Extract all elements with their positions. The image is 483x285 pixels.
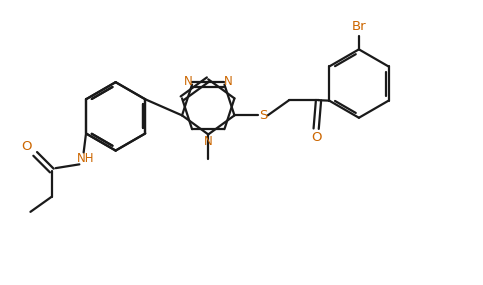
Text: N: N: [184, 75, 193, 88]
Text: N: N: [204, 135, 213, 148]
Text: N: N: [224, 75, 233, 88]
Text: NH: NH: [77, 152, 95, 165]
Text: Br: Br: [352, 20, 366, 33]
Polygon shape: [182, 79, 234, 129]
Text: S: S: [259, 109, 267, 122]
Text: O: O: [311, 131, 321, 144]
Text: O: O: [21, 140, 32, 153]
